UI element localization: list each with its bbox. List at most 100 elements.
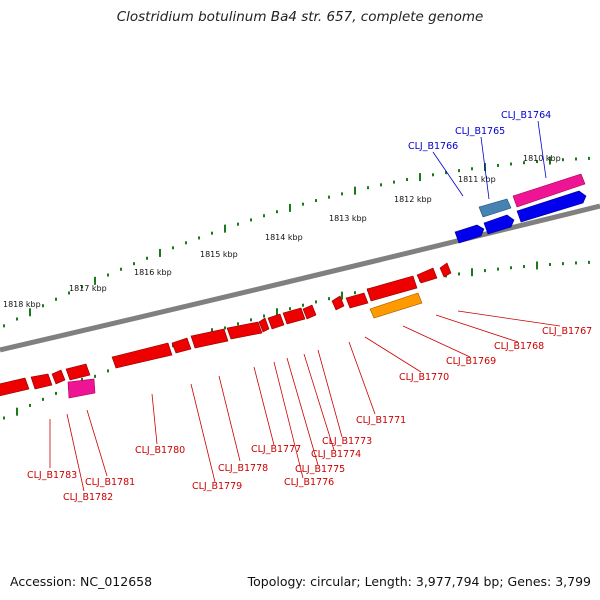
scale-label: 1812 kbp bbox=[394, 195, 432, 204]
gene-feature[interactable] bbox=[111, 342, 173, 369]
major-tick bbox=[341, 291, 343, 300]
connector-line bbox=[480, 136, 490, 200]
minor-tick bbox=[133, 262, 135, 266]
scale-label: 1811 kbp bbox=[458, 175, 496, 184]
minor-tick bbox=[497, 163, 499, 167]
gene-label[interactable]: CLJ_B1781 bbox=[85, 477, 135, 488]
minor-tick bbox=[42, 397, 44, 401]
minor-tick bbox=[211, 231, 213, 235]
gene-feature[interactable] bbox=[302, 304, 317, 320]
minor-tick bbox=[250, 318, 252, 322]
minor-tick bbox=[588, 156, 590, 160]
map-title: Clostridium botulinum Ba4 str. 657, comp… bbox=[116, 9, 484, 25]
minor-tick bbox=[471, 167, 473, 171]
gene-feature[interactable] bbox=[478, 198, 512, 218]
minor-tick bbox=[3, 324, 5, 328]
minor-tick bbox=[120, 267, 122, 271]
gene-feature[interactable] bbox=[366, 275, 418, 302]
minor-tick bbox=[354, 291, 356, 295]
minor-tick bbox=[237, 222, 239, 226]
minor-tick bbox=[562, 158, 564, 162]
gene-label[interactable]: CLJ_B1780 bbox=[135, 445, 185, 456]
gene-feature[interactable] bbox=[331, 295, 345, 311]
gene-feature[interactable] bbox=[30, 373, 53, 390]
scale-label: 1816 kbp bbox=[134, 268, 172, 277]
gene-label[interactable]: CLJ_B1766 bbox=[408, 141, 458, 152]
minor-tick bbox=[367, 186, 369, 190]
gene-label[interactable]: CLJ_B1777 bbox=[251, 444, 301, 455]
gene-feature[interactable] bbox=[67, 378, 96, 399]
minor-tick bbox=[185, 241, 187, 245]
gene-feature[interactable] bbox=[516, 190, 587, 223]
gene-label[interactable]: CLJ_B1770 bbox=[399, 372, 449, 383]
gene-label[interactable]: CLJ_B1771 bbox=[356, 415, 406, 426]
minor-tick bbox=[55, 297, 57, 301]
major-tick bbox=[536, 261, 538, 270]
minor-tick bbox=[289, 307, 291, 311]
connector-line bbox=[190, 383, 216, 483]
gene-feature[interactable] bbox=[439, 262, 452, 278]
gene-label[interactable]: CLJ_B1767 bbox=[542, 326, 592, 337]
gene-label[interactable]: CLJ_B1765 bbox=[455, 126, 505, 137]
minor-tick bbox=[458, 169, 460, 173]
gene-feature[interactable] bbox=[226, 321, 263, 340]
gene-label[interactable]: CLJ_B1779 bbox=[192, 481, 242, 492]
minor-tick bbox=[380, 183, 382, 187]
gene-label[interactable]: CLJ_B1773 bbox=[322, 436, 372, 447]
connector-line bbox=[402, 325, 471, 358]
genome-backbone bbox=[0, 203, 600, 353]
minor-tick bbox=[172, 246, 174, 250]
gene-feature[interactable] bbox=[369, 292, 423, 319]
major-tick bbox=[276, 308, 278, 317]
scale-label: 1818 kbp bbox=[3, 300, 41, 309]
gene-feature[interactable] bbox=[65, 363, 91, 381]
gene-feature[interactable] bbox=[267, 313, 285, 330]
major-tick bbox=[354, 186, 356, 195]
gene-feature[interactable] bbox=[171, 337, 192, 354]
minor-tick bbox=[302, 303, 304, 307]
connector-line bbox=[432, 151, 464, 197]
gene-label[interactable]: CLJ_B1783 bbox=[27, 470, 77, 481]
gene-feature[interactable] bbox=[0, 377, 30, 397]
gene-label[interactable]: CLJ_B1764 bbox=[501, 110, 551, 121]
gene-feature[interactable] bbox=[416, 267, 438, 284]
minor-tick bbox=[341, 192, 343, 196]
gene-label[interactable]: CLJ_B1774 bbox=[311, 449, 361, 460]
minor-tick bbox=[263, 314, 265, 318]
minor-tick bbox=[510, 162, 512, 166]
gene-feature[interactable] bbox=[258, 317, 270, 333]
connector-line bbox=[303, 353, 335, 451]
gene-feature[interactable] bbox=[190, 328, 229, 349]
gene-label[interactable]: CLJ_B1775 bbox=[295, 464, 345, 475]
minor-tick bbox=[328, 195, 330, 199]
minor-tick bbox=[250, 218, 252, 222]
connector-line bbox=[537, 120, 547, 179]
minor-tick bbox=[315, 300, 317, 304]
connector-line bbox=[151, 393, 158, 445]
scale-label: 1817 kbp bbox=[69, 284, 107, 293]
gene-feature[interactable] bbox=[345, 292, 369, 309]
gene-label[interactable]: CLJ_B1768 bbox=[494, 341, 544, 352]
gene-label[interactable]: CLJ_B1782 bbox=[63, 492, 113, 503]
gene-feature[interactable] bbox=[483, 214, 515, 235]
gene-label[interactable]: CLJ_B1778 bbox=[218, 463, 268, 474]
minor-tick bbox=[588, 260, 590, 264]
scale-label: 1814 kbp bbox=[265, 233, 303, 242]
minor-tick bbox=[432, 173, 434, 177]
minor-tick bbox=[94, 374, 96, 378]
major-tick bbox=[549, 156, 551, 165]
connector-line bbox=[273, 361, 304, 479]
connector-line bbox=[317, 349, 343, 438]
gene-feature[interactable] bbox=[454, 224, 485, 244]
minor-tick bbox=[224, 326, 226, 330]
minor-tick bbox=[549, 262, 551, 266]
gene-label[interactable]: CLJ_B1776 bbox=[284, 477, 334, 488]
major-tick bbox=[29, 308, 31, 317]
gene-feature[interactable] bbox=[51, 369, 66, 385]
gene-feature[interactable] bbox=[512, 173, 586, 208]
major-tick bbox=[94, 276, 96, 285]
gene-feature[interactable] bbox=[282, 307, 306, 325]
scale-label: 1815 kbp bbox=[200, 250, 238, 259]
gene-label[interactable]: CLJ_B1769 bbox=[446, 356, 496, 367]
minor-tick bbox=[302, 202, 304, 206]
